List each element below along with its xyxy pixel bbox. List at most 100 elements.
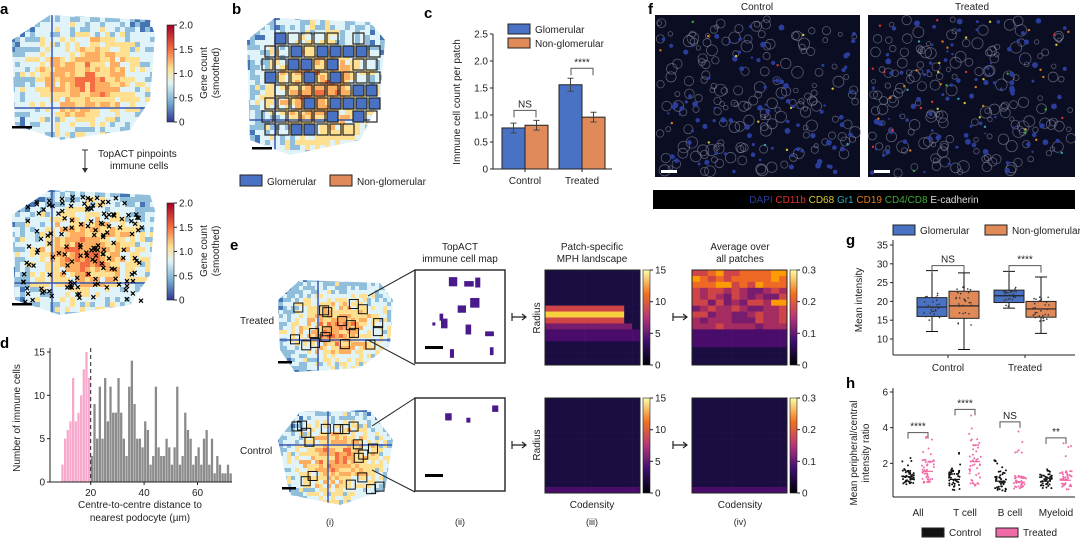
tissue-pixel xyxy=(120,22,125,27)
tissue-pixel xyxy=(375,350,379,354)
tissue-pixel xyxy=(140,242,145,247)
heatmap-cell xyxy=(553,282,561,288)
tissue-pixel xyxy=(25,187,30,192)
tissue-pixel xyxy=(327,358,331,362)
tissue-pixel xyxy=(315,155,320,160)
tissue-pixel xyxy=(45,142,50,147)
tissue-pixel xyxy=(40,127,45,132)
tissue-pixel xyxy=(395,314,399,318)
heatmap-cell xyxy=(593,323,601,329)
tissue-pixel xyxy=(130,192,135,197)
tissue-pixel xyxy=(395,444,399,448)
tissue-pixel xyxy=(339,464,343,468)
tissue-pixel xyxy=(335,310,339,314)
tissue-pixel xyxy=(15,192,20,197)
tissue-pixel xyxy=(135,242,140,247)
tissue-pixel xyxy=(100,257,105,262)
tissue-pixel xyxy=(125,17,130,22)
tissue-pixel xyxy=(275,428,279,432)
tissue-pixel xyxy=(331,354,335,358)
heatmap-cell xyxy=(740,323,748,329)
tissue-pixel xyxy=(40,247,45,252)
tissue-pixel xyxy=(60,42,65,47)
heatmap-cell xyxy=(585,282,593,288)
tissue-pixel xyxy=(367,350,371,354)
tissue-pixel xyxy=(371,436,375,440)
tissue-pixel xyxy=(387,448,391,452)
tissue-pixel xyxy=(80,122,85,127)
tissue-pixel xyxy=(55,22,60,27)
heatmap-cell xyxy=(577,428,585,434)
tissue-pixel xyxy=(300,150,305,155)
tissue-pixel xyxy=(60,237,65,242)
tissue-pixel xyxy=(90,92,95,97)
tissue-pixel xyxy=(347,290,351,294)
tissue-pixel xyxy=(347,286,351,290)
tissue-pixel xyxy=(30,192,35,197)
heatmap-cell xyxy=(585,422,593,428)
tissue-pixel xyxy=(371,496,375,500)
tissue-pixel xyxy=(90,122,95,127)
tissue-pixel xyxy=(303,488,307,492)
tissue-pixel xyxy=(295,496,299,500)
tissue-pixel xyxy=(395,338,399,342)
tissue-pixel xyxy=(375,504,379,508)
tissue-pixel xyxy=(140,102,145,107)
tissue-pixel xyxy=(367,286,371,290)
tissue-pixel xyxy=(75,137,80,142)
tissue-pixel xyxy=(299,282,303,286)
tissue-pixel xyxy=(283,282,287,286)
tissue-pixel xyxy=(110,77,115,82)
tissue-pixel xyxy=(363,424,367,428)
heatmap-cell xyxy=(545,323,553,329)
tissue-pixel xyxy=(275,366,279,370)
tissue-pixel xyxy=(255,155,260,160)
heatmap-cell xyxy=(593,329,601,335)
tissue-pixel xyxy=(10,197,15,202)
tissue-pixel xyxy=(85,92,90,97)
tissue-pixel xyxy=(279,322,283,326)
heatmap-cell xyxy=(624,404,632,410)
tissue-pixel xyxy=(395,484,399,488)
tissue-pixel xyxy=(325,140,330,145)
heatmap-cell xyxy=(561,318,569,324)
heatmap-cell xyxy=(600,446,608,452)
tissue-pixel xyxy=(55,217,60,222)
tissue-pixel xyxy=(340,155,345,160)
tissue-pixel xyxy=(299,278,303,282)
tissue-pixel xyxy=(115,57,120,62)
tissue-pixel xyxy=(75,82,80,87)
tissue-pixel xyxy=(100,77,105,82)
tissue-pixel xyxy=(387,354,391,358)
tissue-pixel xyxy=(15,92,20,97)
tissue-pixel xyxy=(155,272,160,277)
tissue-pixel xyxy=(80,237,85,242)
tissue-pixel xyxy=(383,448,387,452)
tissue-pixel xyxy=(303,408,307,412)
tissue-pixel xyxy=(255,40,260,45)
tissue-pixel xyxy=(375,366,379,370)
colorbar-tick-label: 0 xyxy=(179,296,185,307)
tissue-pixel xyxy=(327,370,331,374)
tissue-pixel xyxy=(75,122,80,127)
tissue-pixel xyxy=(150,82,155,87)
tissue-pixel xyxy=(380,95,385,100)
tissue-pixel xyxy=(30,87,35,92)
tissue-pixel xyxy=(391,358,395,362)
tissue-pixel xyxy=(155,107,160,112)
tissue-pixel xyxy=(30,232,35,237)
tissue-pixel xyxy=(10,317,15,322)
tissue-pixel xyxy=(391,374,395,378)
tissue-pixel xyxy=(75,142,80,147)
tissue-pixel xyxy=(110,317,115,322)
tissue-pixel xyxy=(280,15,285,20)
heatmap-cell xyxy=(740,282,748,288)
heatmap-cell xyxy=(585,276,593,282)
tissue-pixel xyxy=(387,424,391,428)
histogram-bar xyxy=(75,421,77,482)
tissue-pixel xyxy=(339,468,343,472)
tissue-pixel xyxy=(30,92,35,97)
histogram-bar xyxy=(69,421,71,482)
tissue-pixel xyxy=(355,358,359,362)
